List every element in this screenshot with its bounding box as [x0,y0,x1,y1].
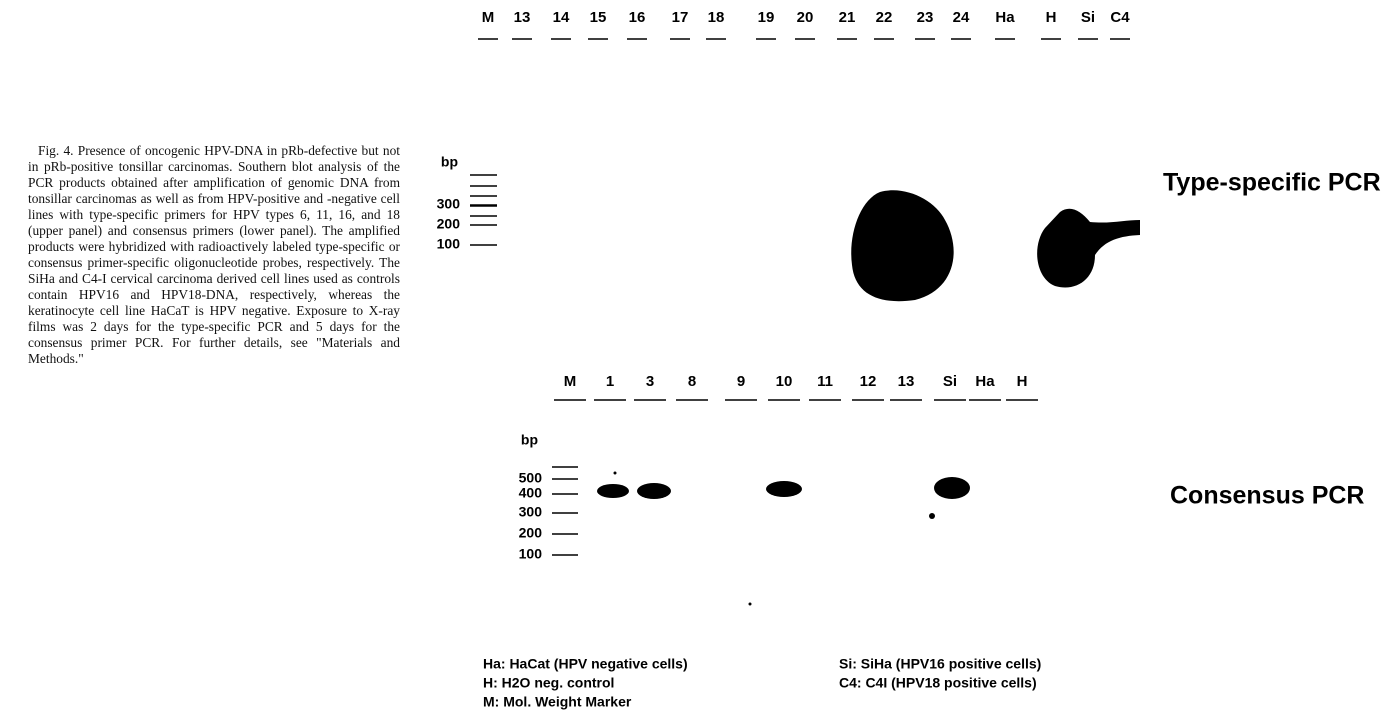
lane-label: 16 [629,9,646,26]
lane-label: 3 [646,373,654,390]
lane-label: 22 [876,9,893,26]
lane-label: M [482,9,495,26]
marker-label: 400 [519,485,543,501]
legend-item: Ha: HaCat (HPV negative cells) [483,656,688,672]
marker-label: 200 [519,525,543,541]
lane-label: 13 [514,9,531,26]
lane-label: M [564,373,577,390]
band [934,477,970,499]
marker-label: 100 [437,236,461,252]
lane-label: 11 [817,373,833,390]
lane-label: H [1017,373,1028,390]
lane-label: H [1046,9,1057,26]
spot [749,603,752,606]
bp-label: bp [521,432,538,448]
marker-label: 100 [519,546,543,562]
lane-label: 18 [708,9,725,26]
band [851,190,953,301]
band [637,483,671,499]
marker-label: 500 [519,470,543,486]
marker-label: 200 [437,216,461,232]
lane-label: C4 [1110,9,1130,26]
lane-label: 19 [758,9,775,26]
lane-label: 9 [737,373,745,390]
band [1037,209,1140,288]
lane-label: 24 [953,9,970,26]
bp-label: bp [441,154,458,170]
lane-label: 23 [917,9,934,26]
lane-label: 15 [590,9,607,26]
lane-label: 21 [839,9,856,26]
legend-item: M: Mol. Weight Marker [483,694,632,710]
legend-item: Si: SiHa (HPV16 positive cells) [839,656,1041,672]
spot [614,472,617,475]
band [597,484,629,498]
panel-title: Consensus PCR [1170,482,1364,510]
lane-label: 10 [776,373,793,390]
legend-item: C4: C4I (HPV18 positive cells) [839,675,1037,691]
lane-label: 17 [672,9,689,26]
page: Fig. 4. Presence of oncogenic HPV-DNA in… [0,0,1398,726]
figure: bp Type-specific PCR bp Consensus PCR M 1… [0,0,1398,726]
lane-label: 1 [606,373,614,390]
panel-title: Type-specific PCR [1163,169,1381,197]
lane-label: 14 [553,9,570,26]
lane-label: 13 [898,373,915,390]
lane-label: 12 [860,373,877,390]
lane-label: 8 [688,373,696,390]
lane-label: Si [943,373,957,390]
legend-item: H: H2O neg. control [483,675,614,691]
lane-label: Si [1081,9,1095,26]
marker-label: 300 [519,504,543,520]
lane-label: Ha [995,9,1015,26]
spot [929,513,935,519]
lane-label: 20 [797,9,814,26]
ladder [470,175,497,216]
band [766,481,802,497]
lane-label: Ha [975,373,995,390]
marker-label: 300 [437,196,461,212]
